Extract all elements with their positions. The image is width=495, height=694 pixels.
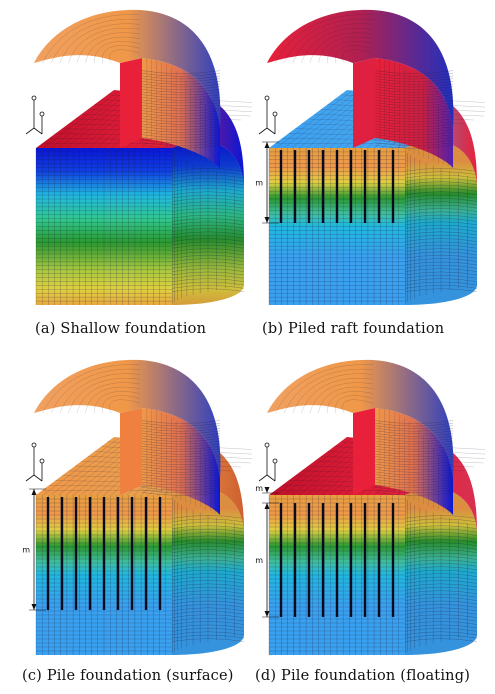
caption-d: (d) Pile foundation (floating) xyxy=(255,668,471,684)
wall-outer-face xyxy=(142,408,220,515)
dimension-label-small: 1 m xyxy=(255,484,263,493)
caption-c: (c) Pile foundation (surface) xyxy=(22,668,234,684)
roof-surface xyxy=(267,9,454,128)
wall-inner-face xyxy=(120,408,142,495)
mesh-model-d: 30 m 1 m xyxy=(255,359,485,655)
wall-inner-face xyxy=(120,58,142,148)
panel-pile-foundation-floating: 30 m 1 m xyxy=(255,350,485,665)
wall-outer-face xyxy=(375,408,453,515)
dimension-label: 30 m xyxy=(255,556,263,565)
axis-triad-icon xyxy=(258,447,268,482)
wall-outer-face xyxy=(142,58,220,168)
wall-outer-face xyxy=(375,58,453,168)
mesh-model-a xyxy=(25,9,252,305)
roof-surface xyxy=(267,359,454,478)
axis-triad-icon xyxy=(25,447,35,482)
caption-b: (b) Piled raft foundation xyxy=(262,321,445,337)
panel-shallow-foundation xyxy=(22,0,252,315)
dimension-label: 20 m xyxy=(255,179,263,188)
caption-a: (a) Shallow foundation xyxy=(35,321,207,337)
mesh-model-b: 20 m xyxy=(255,9,485,305)
roof-surface xyxy=(34,9,221,128)
wall-inner-face xyxy=(353,58,375,148)
axis-triad-icon xyxy=(25,100,35,135)
panel-pile-foundation-surface: 30 m xyxy=(22,350,252,665)
roof-surface xyxy=(34,359,221,478)
dimension-label: 30 m xyxy=(22,546,30,555)
panel-piled-raft-foundation: 20 m xyxy=(255,0,485,315)
axis-triad-icon xyxy=(258,100,268,135)
mesh-model-c: 30 m xyxy=(22,359,252,655)
wall-inner-face xyxy=(353,408,375,495)
